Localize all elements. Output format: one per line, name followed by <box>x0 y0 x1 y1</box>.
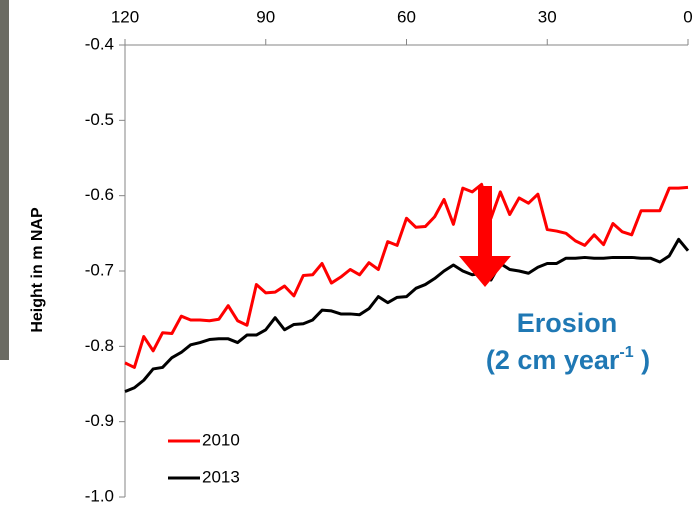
x-tick-label: 90 <box>256 7 275 26</box>
y-tick-label: -0.5 <box>85 110 114 129</box>
y-tick-label: -0.8 <box>85 336 114 355</box>
x-tick-label: 0 <box>683 7 692 26</box>
annotation-end: ) <box>634 345 651 375</box>
annotation-line2: (2 cm year-1 ) <box>486 344 650 375</box>
y-tick-label: -1.0 <box>85 486 114 505</box>
annotation-line1: Erosion <box>517 308 618 338</box>
y-axis-label: Height in m NAP <box>29 207 46 333</box>
y-tick-label: -0.4 <box>85 34 114 53</box>
erosion-arrow <box>459 186 511 287</box>
y-tick-label: -0.9 <box>85 411 114 430</box>
legend-label: 2013 <box>202 467 240 486</box>
annotation-superscript: -1 <box>619 344 633 361</box>
legend-label: 2010 <box>202 430 240 449</box>
arrow-head <box>459 256 511 287</box>
x-tick-label: 30 <box>538 7 557 26</box>
x-tick-label: 120 <box>111 7 139 26</box>
y-tick-label: -0.7 <box>85 260 114 279</box>
photo-edge <box>0 0 9 360</box>
x-tick-label: 60 <box>397 7 416 26</box>
arrow-shaft <box>478 186 492 258</box>
series-line <box>124 182 689 369</box>
annotation-text: (2 cm year <box>486 345 620 375</box>
series-line <box>124 237 690 393</box>
y-tick-label: -0.6 <box>85 185 114 204</box>
